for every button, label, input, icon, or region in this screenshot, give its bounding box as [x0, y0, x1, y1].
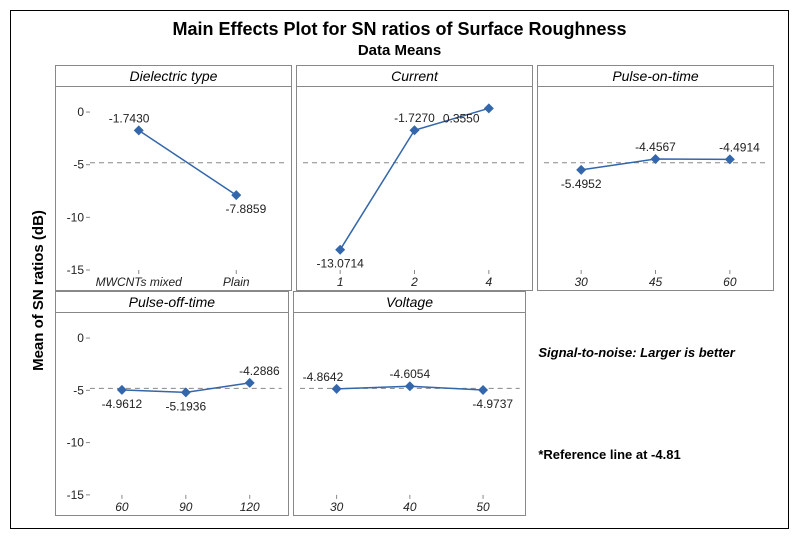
svg-text:Plain: Plain: [223, 275, 250, 289]
svg-text:60: 60: [115, 500, 129, 514]
svg-text:-5.4952: -5.4952: [561, 177, 602, 191]
svg-text:-4.2886: -4.2886: [239, 364, 280, 378]
svg-text:120: 120: [240, 500, 260, 514]
ylabel: Mean of SN ratios (dB): [30, 210, 47, 371]
svg-text:-1.7270: -1.7270: [394, 111, 435, 125]
svg-text:-7.8859: -7.8859: [226, 202, 267, 216]
svg-text:30: 30: [574, 275, 588, 289]
plot-box: -5.4952 30 -4.4567 45 -4.4914 60: [537, 86, 774, 291]
panel-title: Pulse-off-time: [55, 291, 289, 312]
panel-pulse-on: Pulse-on-time -5.4952 30 -4.4567 45 -4.4914 6…: [537, 65, 774, 291]
chart-frame: Main Effects Plot for SN ratios of Surfa…: [10, 10, 789, 529]
signal-note: Signal-to-noise: Larger is better: [538, 345, 772, 360]
row-2: Pulse-off-time 0 -5 -10 -15 -4.9612 60 -5.1936…: [53, 291, 776, 516]
svg-text:0: 0: [77, 105, 84, 119]
svg-text:-13.0714: -13.0714: [316, 257, 364, 271]
ylabel-wrap: Mean of SN ratios (dB): [23, 65, 53, 516]
plot-box: -4.8642 30 -4.6054 40 -4.9737 50: [293, 312, 527, 516]
panel-dielectric: Dielectric type 0 -5 -10 -15 -1.7430 MWCNTs m…: [55, 65, 292, 291]
svg-text:-4.6054: -4.6054: [389, 367, 430, 381]
svg-text:1: 1: [337, 275, 344, 289]
panel-title: Dielectric type: [55, 65, 292, 86]
svg-text:-4.4567: -4.4567: [635, 140, 676, 154]
svg-text:-4.8642: -4.8642: [302, 370, 343, 384]
plot-box: 0 -5 -10 -15 -4.9612 60 -5.1936 90 -4.2886 120: [55, 312, 289, 516]
svg-text:0: 0: [77, 331, 84, 345]
panel-title: Pulse-on-time: [537, 65, 774, 86]
svg-text:0.3550: 0.3550: [443, 111, 480, 125]
main-title: Main Effects Plot for SN ratios of Surfa…: [23, 19, 776, 40]
panel-pulse-off: Pulse-off-time 0 -5 -10 -15 -4.9612 60 -5.1936…: [55, 291, 289, 516]
svg-text:50: 50: [476, 500, 490, 514]
svg-text:60: 60: [723, 275, 737, 289]
reference-note: *Reference line at -4.81: [538, 447, 772, 462]
panel-current: Current -13.0714 1 -1.7270 2 0.3550 4: [296, 65, 533, 291]
svg-text:-4.9737: -4.9737: [472, 397, 513, 411]
svg-text:-5.1936: -5.1936: [166, 399, 207, 413]
panel-voltage: Voltage -4.8642 30 -4.6054 40 -4.9737 50: [293, 291, 527, 516]
svg-text:-4.9612: -4.9612: [102, 397, 143, 411]
svg-text:-10: -10: [67, 210, 85, 224]
subtitle: Data Means: [23, 42, 776, 59]
svg-text:-15: -15: [67, 263, 85, 277]
svg-text:-1.7430: -1.7430: [109, 111, 150, 125]
title-block: Main Effects Plot for SN ratios of Surfa…: [23, 19, 776, 59]
row-1: Dielectric type 0 -5 -10 -15 -1.7430 MWCNTs m…: [53, 65, 776, 291]
svg-text:-15: -15: [67, 488, 85, 502]
svg-text:-10: -10: [67, 436, 85, 450]
svg-text:2: 2: [410, 275, 418, 289]
svg-text:-5: -5: [73, 383, 84, 397]
svg-text:MWCNTs mixed: MWCNTs mixed: [96, 275, 183, 289]
svg-text:-5: -5: [73, 158, 84, 172]
svg-text:4: 4: [485, 275, 492, 289]
svg-text:45: 45: [649, 275, 663, 289]
panel-grid: Dielectric type 0 -5 -10 -15 -1.7430 MWCNTs m…: [53, 65, 776, 516]
note-panel: Signal-to-noise: Larger is better *Refer…: [528, 291, 776, 516]
svg-text:-4.4914: -4.4914: [719, 140, 760, 154]
panel-title: Current: [296, 65, 533, 86]
svg-text:90: 90: [179, 500, 193, 514]
plot-box: 0 -5 -10 -15 -1.7430 MWCNTs mixed -7.8859 Plain: [55, 86, 292, 291]
svg-text:40: 40: [403, 500, 417, 514]
plot-box: -13.0714 1 -1.7270 2 0.3550 4: [296, 86, 533, 291]
chart-area: Mean of SN ratios (dB) Dielectric type 0…: [23, 65, 776, 516]
svg-text:30: 30: [330, 500, 344, 514]
panel-title: Voltage: [293, 291, 527, 312]
